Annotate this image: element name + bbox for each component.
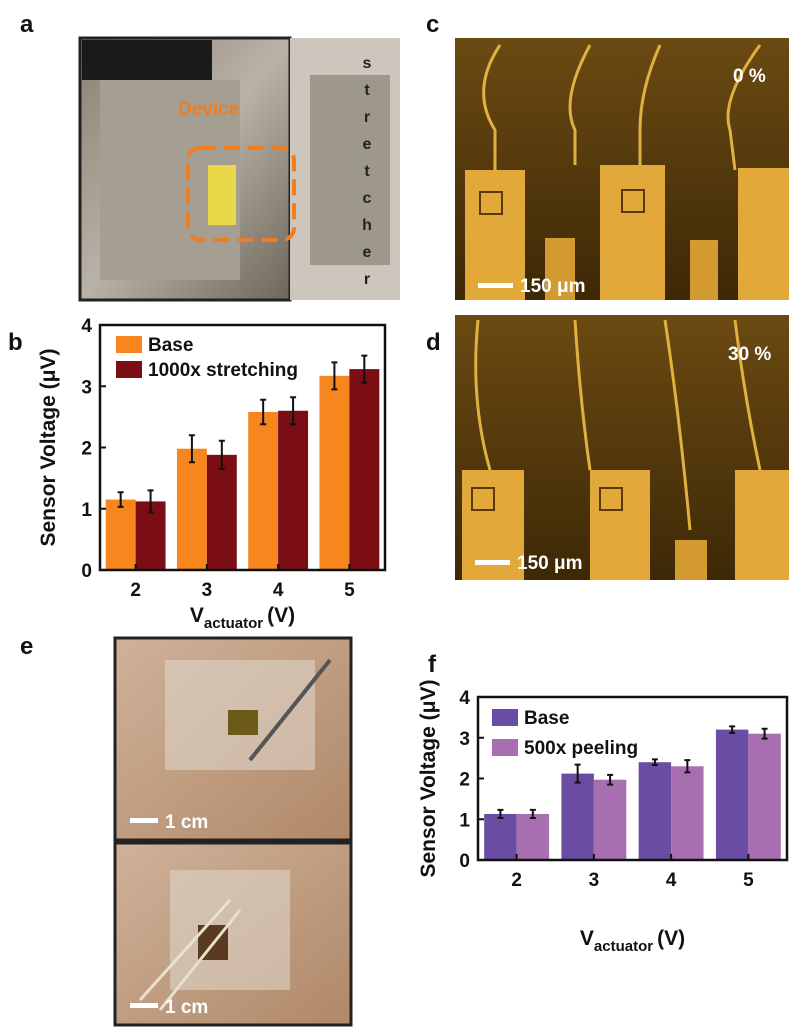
error-bar <box>361 354 368 384</box>
bar <box>748 733 781 860</box>
stretcher-letter: t <box>364 163 370 180</box>
bar <box>484 813 517 860</box>
x-axis-label: Vactuator (V) <box>580 927 685 955</box>
y-tick-label: 1 <box>81 500 92 521</box>
bar <box>105 499 136 570</box>
error-bar <box>117 491 124 508</box>
y-tick-label: 1 <box>459 810 470 831</box>
bar <box>715 729 749 860</box>
error-bar <box>188 434 195 464</box>
stretcher-letter: h <box>362 217 372 234</box>
y-tick-label: 2 <box>459 770 470 791</box>
y-tick-label: 4 <box>81 316 92 337</box>
x-axis-label: Vactuator (V) <box>190 604 295 632</box>
labels: a b c d e f Device 0 % 150 μm 30 % 150 μ… <box>8 11 771 1018</box>
error-bar <box>260 398 267 426</box>
panel-label: e <box>20 633 33 660</box>
x-label-unit: (V) <box>657 927 685 950</box>
y-tick-label: 4 <box>459 688 470 709</box>
error-bar <box>761 727 768 740</box>
y-tick-label: 0 <box>81 561 92 582</box>
bar <box>319 375 350 570</box>
y-axis-label: Sensor Voltage (μV) <box>37 349 60 547</box>
scale-label: 150 μm <box>520 276 586 297</box>
stretcher-letter: s <box>363 55 372 72</box>
bar <box>671 766 704 860</box>
legend-swatch <box>492 739 518 756</box>
x-label-main: V <box>190 604 204 627</box>
error-bar <box>684 759 691 774</box>
stretcher-letter: e <box>363 244 372 261</box>
x-label-main: V <box>580 927 594 950</box>
strain-label: 30 % <box>728 344 771 365</box>
bar <box>176 448 207 570</box>
x-tick-label: 4 <box>666 870 677 891</box>
y-tick-label: 3 <box>459 729 470 750</box>
stretcher-letter: r <box>364 271 370 288</box>
error-bar <box>497 808 504 820</box>
y-tick-label: 2 <box>81 439 92 460</box>
photo-d <box>455 315 789 580</box>
error-bar <box>331 361 338 391</box>
error-bar <box>651 758 658 767</box>
legend-swatch <box>492 709 518 726</box>
legend-label: 500x peeling <box>524 738 638 759</box>
strain-label: 0 % <box>733 66 766 87</box>
y-tick-label: 0 <box>459 851 470 872</box>
scale-label: 1 cm <box>165 997 208 1018</box>
legend-swatch <box>116 336 142 353</box>
stretcher-letter: r <box>364 109 370 126</box>
x-tick-label: 5 <box>344 580 355 601</box>
x-tick-label: 4 <box>273 580 284 601</box>
bar <box>593 779 627 860</box>
x-tick-label: 3 <box>589 870 600 891</box>
legend-swatch <box>116 361 142 378</box>
x-label-sub: actuator <box>204 615 263 632</box>
x-tick-label: 2 <box>511 870 522 891</box>
scale-label: 1 cm <box>165 812 208 833</box>
bar <box>516 813 550 860</box>
legend-label: 1000x stretching <box>148 360 298 381</box>
x-tick-label: 5 <box>743 870 754 891</box>
legend-label: Base <box>148 335 193 356</box>
x-tick-label: 2 <box>130 580 141 601</box>
photo-c <box>455 38 789 300</box>
bar <box>561 773 594 860</box>
panel-label: d <box>426 329 441 356</box>
stretcher-letter: c <box>363 190 372 207</box>
device-label: Device <box>178 99 239 120</box>
photo-a <box>78 36 400 302</box>
stretcher-letter: t <box>364 82 370 99</box>
panel-label: c <box>426 11 439 38</box>
y-axis-label: Sensor Voltage (μV) <box>417 680 440 878</box>
error-bar <box>218 439 225 470</box>
photo-e <box>113 636 353 1027</box>
x-tick-label: 3 <box>202 580 213 601</box>
bar <box>638 762 672 860</box>
bar <box>248 411 279 570</box>
error-bar <box>574 763 581 784</box>
panel-label: b <box>8 329 23 356</box>
bar <box>278 410 309 570</box>
panel-label: f <box>428 651 437 678</box>
y-tick-label: 3 <box>81 377 92 398</box>
error-bar <box>147 489 154 514</box>
legend-label: Base <box>524 708 569 729</box>
bar <box>349 369 380 570</box>
error-bar <box>729 725 736 734</box>
bar <box>206 454 237 570</box>
scale-label: 150 μm <box>517 553 583 574</box>
stretcher-letter: e <box>363 136 372 153</box>
x-label-sub: actuator <box>594 938 653 955</box>
x-label-unit: (V) <box>267 604 295 627</box>
error-bar <box>290 396 297 426</box>
error-bar <box>607 773 614 786</box>
panel-label: a <box>20 11 34 38</box>
error-bar <box>529 808 536 820</box>
